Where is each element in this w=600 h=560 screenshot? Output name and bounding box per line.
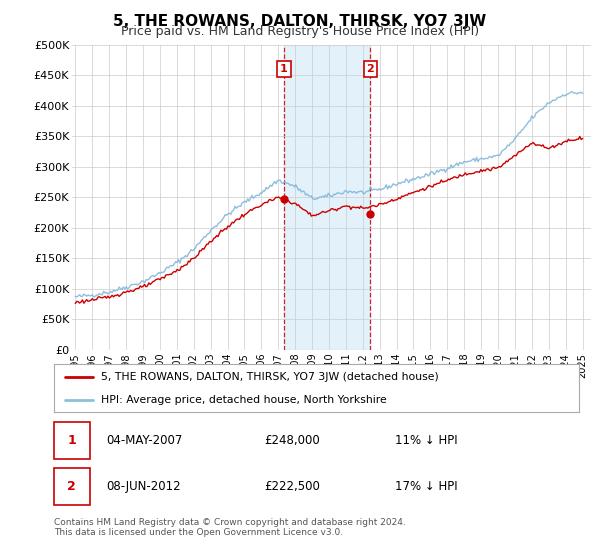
FancyBboxPatch shape (54, 468, 90, 505)
Text: Contains HM Land Registry data © Crown copyright and database right 2024.
This d: Contains HM Land Registry data © Crown c… (54, 518, 406, 538)
Text: Price paid vs. HM Land Registry's House Price Index (HPI): Price paid vs. HM Land Registry's House … (121, 25, 479, 38)
Text: 2: 2 (67, 480, 76, 493)
Bar (284, 45, 370, 350)
Text: HPI: Average price, detached house, North Yorkshire: HPI: Average price, detached house, Nort… (101, 395, 387, 405)
Text: 2: 2 (367, 64, 374, 74)
Text: 11% ↓ HPI: 11% ↓ HPI (395, 434, 458, 447)
Text: 1: 1 (280, 64, 288, 74)
Text: £248,000: £248,000 (264, 434, 320, 447)
Text: 5, THE ROWANS, DALTON, THIRSK, YO7 3JW (detached house): 5, THE ROWANS, DALTON, THIRSK, YO7 3JW (… (101, 372, 439, 382)
FancyBboxPatch shape (54, 422, 90, 459)
Text: 17% ↓ HPI: 17% ↓ HPI (395, 480, 458, 493)
Text: 5, THE ROWANS, DALTON, THIRSK, YO7 3JW: 5, THE ROWANS, DALTON, THIRSK, YO7 3JW (113, 14, 487, 29)
Text: 08-JUN-2012: 08-JUN-2012 (107, 480, 181, 493)
Text: 1: 1 (67, 434, 76, 447)
Text: £222,500: £222,500 (264, 480, 320, 493)
Text: 04-MAY-2007: 04-MAY-2007 (107, 434, 183, 447)
